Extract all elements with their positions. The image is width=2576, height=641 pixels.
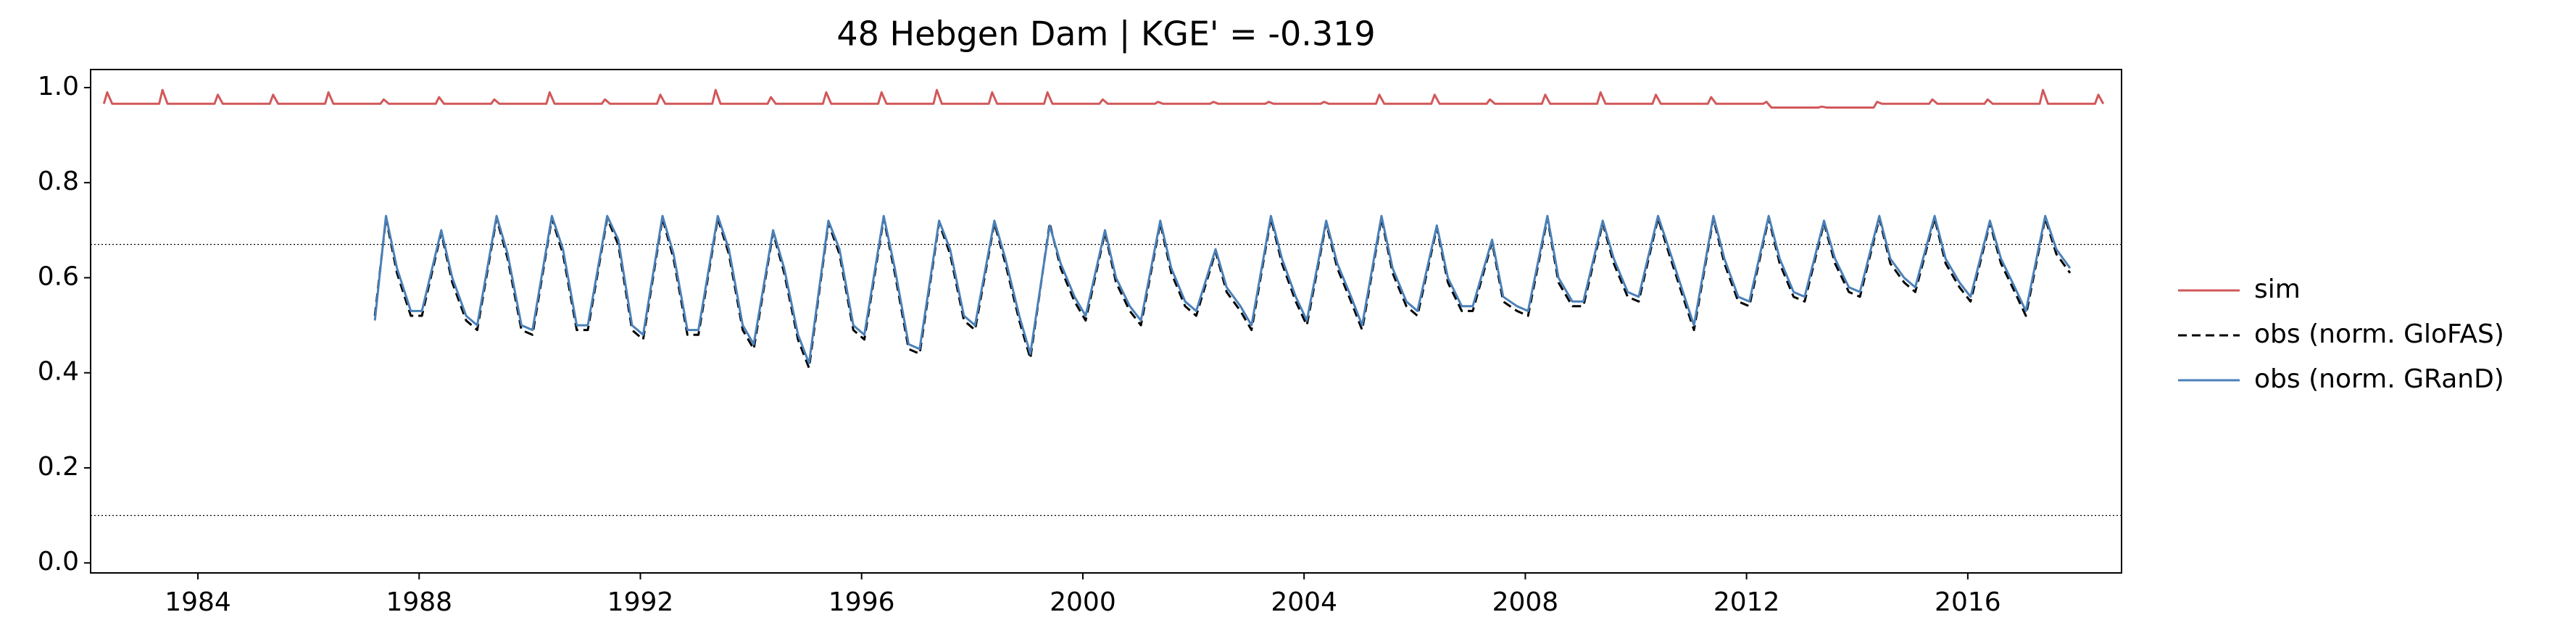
x-tick-label: 2000	[1050, 587, 1116, 617]
legend-label: sim	[2254, 275, 2301, 304]
x-tick-label: 2008	[1492, 587, 1559, 617]
y-tick-label: 0.0	[38, 547, 79, 577]
series-line	[373, 214, 2072, 365]
legend-label: obs (norm. GloFAS)	[2254, 319, 2504, 349]
x-tick-label: 1984	[165, 587, 231, 617]
legend-label: obs (norm. GRanD)	[2254, 364, 2504, 394]
y-tick-label: 0.6	[38, 261, 79, 291]
x-tick-label: 1988	[386, 587, 452, 617]
x-tick-label: 2016	[1935, 587, 2001, 617]
x-tick-label: 2012	[1713, 587, 1780, 617]
chart-title: 48 Hebgen Dam | KGE' = -0.319	[836, 14, 1375, 54]
x-tick-label: 1996	[828, 587, 895, 617]
x-tick-label: 2004	[1271, 587, 1337, 617]
x-tick-label: 1992	[607, 587, 674, 617]
y-tick-label: 0.8	[38, 167, 79, 196]
y-tick-label: 1.0	[38, 72, 79, 101]
y-tick-label: 0.4	[38, 357, 79, 387]
series-line	[102, 88, 2105, 109]
y-tick-label: 0.2	[38, 452, 79, 482]
plot-frame	[90, 69, 2122, 574]
series-line	[373, 217, 2072, 369]
